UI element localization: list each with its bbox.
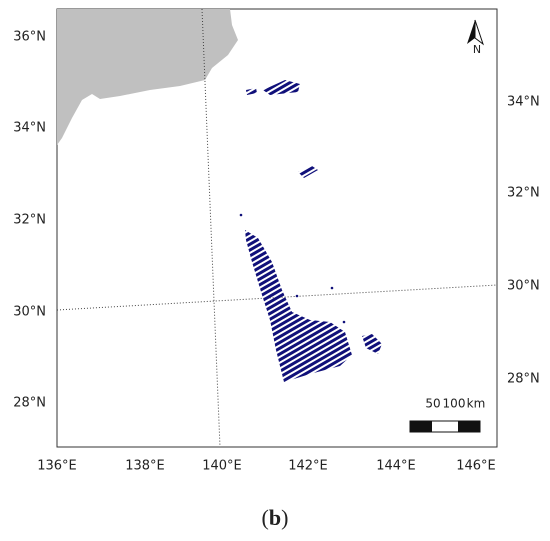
caption-letter: b <box>269 505 281 530</box>
north-label: N <box>473 43 481 56</box>
main-area <box>245 230 352 382</box>
caption-close: ) <box>281 505 288 530</box>
north-patch <box>246 88 257 95</box>
scale-label: 50 <box>425 397 440 411</box>
caption: (b) <box>262 505 289 530</box>
lon-label: 146°E <box>456 459 496 474</box>
north-arrow: N <box>467 19 484 56</box>
lon-label: 136°E <box>37 459 77 474</box>
lat-label: 30°N <box>507 279 540 294</box>
scale-label: km <box>467 397 486 411</box>
lon-label: 138°E <box>125 459 165 474</box>
lon-label: 142°E <box>288 459 328 474</box>
lat-label: 32°N <box>507 186 540 201</box>
lat-label: 34°N <box>13 121 46 136</box>
land <box>57 9 238 145</box>
point <box>330 286 334 290</box>
point <box>295 294 299 298</box>
fishing-area <box>239 80 382 382</box>
lat-label: 28°N <box>13 396 46 411</box>
scale-label: 100 <box>443 397 466 411</box>
lat-label: 34°N <box>507 95 540 110</box>
east-patch <box>362 334 382 354</box>
lat-label: 30°N <box>13 305 46 320</box>
meridian <box>201 8 221 448</box>
lat-label: 32°N <box>13 213 46 228</box>
lon-label: 144°E <box>376 459 416 474</box>
north-patch <box>263 80 300 95</box>
lat-label: 36°N <box>13 30 46 45</box>
scale-bar: 50 100 km <box>409 397 486 433</box>
lon-label: 140°E <box>202 459 242 474</box>
point <box>239 213 243 217</box>
lat-label: 28°N <box>507 372 540 387</box>
caption-open: ( <box>262 505 269 530</box>
point <box>342 320 346 324</box>
mid-patch <box>298 166 318 178</box>
